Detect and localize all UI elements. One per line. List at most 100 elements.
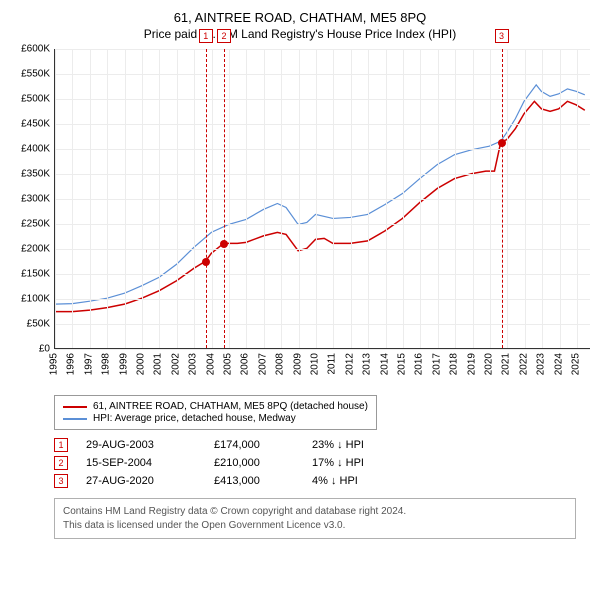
y-tick-label: £600K (10, 44, 54, 55)
gridline-v (542, 49, 543, 348)
legend-item: 61, AINTREE ROAD, CHATHAM, ME5 8PQ (deta… (63, 401, 368, 412)
transaction-date: 27-AUG-2020 (86, 475, 196, 487)
gridline-v (264, 49, 265, 348)
gridline-v (386, 49, 387, 348)
legend: 61, AINTREE ROAD, CHATHAM, ME5 8PQ (deta… (54, 395, 377, 430)
y-tick-label: £300K (10, 194, 54, 205)
legend-swatch (63, 418, 87, 420)
y-tick-label: £0 (10, 344, 54, 355)
transaction-hpi-delta: 17% ↓ HPI (312, 457, 392, 469)
y-tick-label: £550K (10, 69, 54, 80)
x-tick-label: 2004 (205, 353, 216, 375)
gridline-v (525, 49, 526, 348)
x-tick-label: 2020 (484, 353, 495, 375)
x-tick-label: 2019 (466, 353, 477, 375)
transaction-hpi-delta: 23% ↓ HPI (312, 439, 392, 451)
x-tick-label: 1996 (66, 353, 77, 375)
gridline-v (420, 49, 421, 348)
gridline-v (368, 49, 369, 348)
x-tick-label: 2013 (362, 353, 373, 375)
x-tick-label: 2010 (310, 353, 321, 375)
transaction-marker-badge: 1 (199, 29, 213, 43)
gridline-v (159, 49, 160, 348)
x-tick-label: 2014 (379, 353, 390, 375)
gridline-v (212, 49, 213, 348)
x-tick-label: 2003 (188, 353, 199, 375)
gridline-v (507, 49, 508, 348)
gridline-v (560, 49, 561, 348)
gridline-h (55, 299, 590, 300)
gridline-v (438, 49, 439, 348)
transaction-row: 215-SEP-2004£210,00017% ↓ HPI (54, 456, 590, 470)
x-tick-label: 2008 (275, 353, 286, 375)
gridline-h (55, 224, 590, 225)
transaction-marker-line (224, 49, 225, 348)
x-tick-label: 2005 (223, 353, 234, 375)
y-tick-label: £450K (10, 119, 54, 130)
x-tick-label: 2022 (518, 353, 529, 375)
transaction-marker-line (206, 49, 207, 348)
gridline-v (403, 49, 404, 348)
y-tick-label: £350K (10, 169, 54, 180)
gridline-v (125, 49, 126, 348)
gridline-h (55, 149, 590, 150)
x-tick-label: 1995 (49, 353, 60, 375)
x-tick-label: 2025 (571, 353, 582, 375)
x-tick-label: 2001 (153, 353, 164, 375)
gridline-v (333, 49, 334, 348)
x-axis: 1995199619971998199920002001200220032004… (54, 349, 590, 389)
series-price_paid (55, 101, 585, 311)
gridline-h (55, 74, 590, 75)
gridline-v (281, 49, 282, 348)
x-tick-label: 2017 (431, 353, 442, 375)
transaction-date: 29-AUG-2003 (86, 439, 196, 451)
x-tick-label: 2023 (536, 353, 547, 375)
x-tick-label: 1998 (101, 353, 112, 375)
gridline-v (490, 49, 491, 348)
x-tick-label: 2024 (553, 353, 564, 375)
transaction-badge: 2 (54, 456, 68, 470)
gridline-h (55, 49, 590, 50)
y-tick-label: £200K (10, 244, 54, 255)
chart-title: 61, AINTREE ROAD, CHATHAM, ME5 8PQ (10, 10, 590, 25)
gridline-v (194, 49, 195, 348)
x-tick-label: 1997 (83, 353, 94, 375)
gridline-h (55, 324, 590, 325)
gridline-v (299, 49, 300, 348)
legend-label: 61, AINTREE ROAD, CHATHAM, ME5 8PQ (deta… (93, 401, 368, 412)
transaction-row: 129-AUG-2003£174,00023% ↓ HPI (54, 438, 590, 452)
series-hpi (55, 85, 585, 304)
footer-line: Contains HM Land Registry data © Crown c… (63, 505, 567, 519)
gridline-h (55, 99, 590, 100)
x-tick-label: 2015 (397, 353, 408, 375)
gridline-v (55, 49, 56, 348)
gridline-h (55, 274, 590, 275)
gridline-v (473, 49, 474, 348)
transaction-row: 327-AUG-2020£413,0004% ↓ HPI (54, 474, 590, 488)
transaction-badge: 1 (54, 438, 68, 452)
transaction-marker-dot (498, 139, 506, 147)
transaction-marker-dot (202, 258, 210, 266)
x-tick-label: 1999 (118, 353, 129, 375)
transaction-hpi-delta: 4% ↓ HPI (312, 475, 392, 487)
gridline-h (55, 199, 590, 200)
transaction-price: £210,000 (214, 457, 294, 469)
gridline-v (351, 49, 352, 348)
x-tick-label: 2000 (136, 353, 147, 375)
y-axis: £0£50K£100K£150K£200K£250K£300K£350K£400… (10, 49, 54, 349)
legend-swatch (63, 406, 87, 408)
transaction-marker-badge: 2 (217, 29, 231, 43)
gridline-v (229, 49, 230, 348)
legend-item: HPI: Average price, detached house, Medw… (63, 413, 368, 424)
y-tick-label: £500K (10, 94, 54, 105)
x-tick-label: 2002 (170, 353, 181, 375)
transaction-badge: 3 (54, 474, 68, 488)
gridline-v (72, 49, 73, 348)
transaction-table: 129-AUG-2003£174,00023% ↓ HPI215-SEP-200… (54, 438, 590, 488)
gridline-h (55, 124, 590, 125)
x-tick-label: 2016 (414, 353, 425, 375)
gridline-v (316, 49, 317, 348)
x-tick-label: 2006 (240, 353, 251, 375)
transaction-marker-badge: 3 (495, 29, 509, 43)
legend-label: HPI: Average price, detached house, Medw… (93, 413, 296, 424)
